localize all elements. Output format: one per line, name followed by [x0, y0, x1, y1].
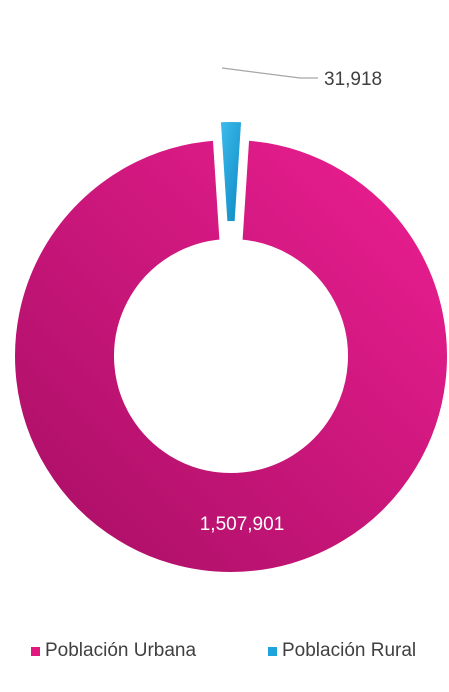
value-label-urbana: 1,507,901: [200, 514, 285, 535]
legend-swatch-rural: [268, 646, 277, 656]
slice-urbana: [7, 132, 449, 580]
legend-item-urbana: Población Urbana: [31, 640, 196, 662]
legend-label-rural: Población Rural: [282, 640, 417, 661]
legend-item-rural: Población Rural: [268, 640, 416, 662]
legend-label-urbana: Población Urbana: [45, 640, 197, 661]
legend-swatch-urbana: [31, 646, 40, 656]
slice-rural: [212, 114, 250, 230]
value-label-rural: 31,918: [324, 69, 382, 90]
leader-line-rural: [221, 67, 318, 79]
legend: Población Urbana Población Rural: [0, 640, 449, 670]
